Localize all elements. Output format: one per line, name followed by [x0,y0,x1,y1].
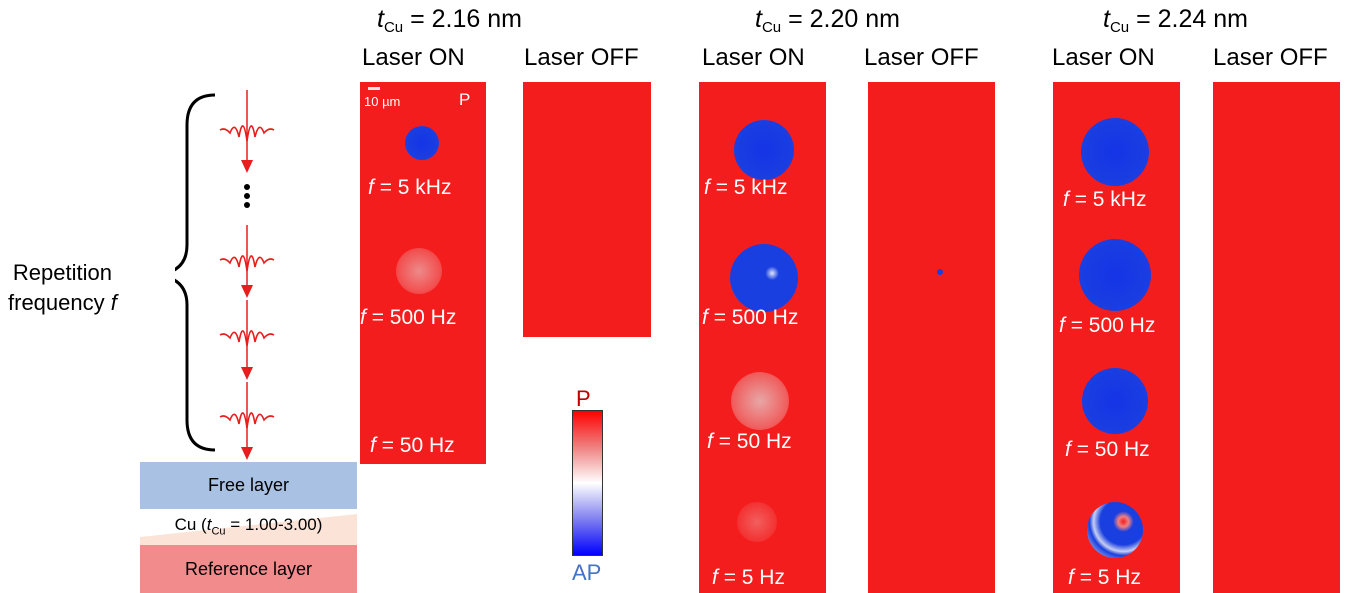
freq-label-50hz: f = 50 Hz [707,430,792,453]
freq-label-500hz: f = 500 Hz [702,306,799,329]
reference-layer: Reference layer [140,545,357,593]
laser-on-label: Laser ON [362,44,465,71]
laser-off-label: Laser OFF [864,44,979,71]
colorbar [572,410,603,556]
group-title-2.20: tCu = 2.20 nm [755,5,900,36]
faint-domain [737,502,777,542]
scale-bar-label: 10 µm [364,94,401,109]
moke-image-2.16-laser-on: 10 µm P f = 5 kHz f = 500 Hz f = 50 Hz [360,82,486,464]
pulse-waveform [219,412,275,429]
freq-label-5hz: f = 5 Hz [712,566,785,589]
laser-on-label: Laser ON [1052,44,1155,71]
curly-brace [175,93,216,452]
pulse-waveform [219,125,275,142]
pulse-waveform [219,330,275,347]
switched-domain [734,120,794,180]
spacer-wedge [140,514,357,545]
colorbar-bottom-label: AP [572,560,602,585]
freq-label-5hz: f = 5 Hz [1068,566,1141,589]
moke-image-2.24-laser-on: f = 5 kHz f = 500 Hz f = 50 Hz f = 5 Hz [1053,82,1180,593]
freq-label-50hz: f = 50 Hz [370,434,455,457]
laser-off-label: Laser OFF [1213,44,1328,71]
pulse-schematic [175,90,275,460]
freq-label-5khz: f = 5 kHz [368,176,452,199]
freq-label-500hz: f = 500 Hz [1059,314,1156,337]
partial-domain [1087,502,1143,558]
moke-image-2.16-laser-off [523,82,651,337]
tiny-domain [937,269,943,275]
group-title-2.16: tCu = 2.16 nm [377,5,522,36]
freq-label-5khz: f = 5 kHz [704,176,788,199]
moke-image-2.20-laser-on: f = 5 kHz f = 500 Hz f = 50 Hz f = 5 Hz [699,82,826,593]
scale-bar [368,87,380,90]
colorbar-top-label: P [576,386,591,411]
freq-label-500hz: f = 500 Hz [360,306,457,329]
switched-domain [405,126,439,160]
moke-image-2.24-laser-off [1213,82,1340,593]
free-layer: Free layer [140,462,357,509]
faint-domain [731,372,789,430]
moke-image-2.20-laser-off [868,82,995,593]
laser-on-label: Laser ON [702,44,805,71]
group-title-2.24: tCu = 2.24 nm [1103,5,1248,36]
freq-label-5khz: f = 5 kHz [1063,188,1147,211]
switched-domain [1079,239,1151,311]
faint-domain [396,248,442,294]
repetition-frequency-label: Repetition frequency f [8,260,117,315]
cu-spacer-label: Cu (tCu = 1.00-3.00) [174,515,323,538]
state-marker: P [459,90,471,109]
laser-off-label: Laser OFF [524,44,639,71]
freq-label-50hz: f = 50 Hz [1065,438,1150,461]
switched-domain [1082,368,1148,434]
switched-domain [1081,118,1149,186]
pulse-waveform [219,255,275,272]
switched-domain [730,244,798,312]
